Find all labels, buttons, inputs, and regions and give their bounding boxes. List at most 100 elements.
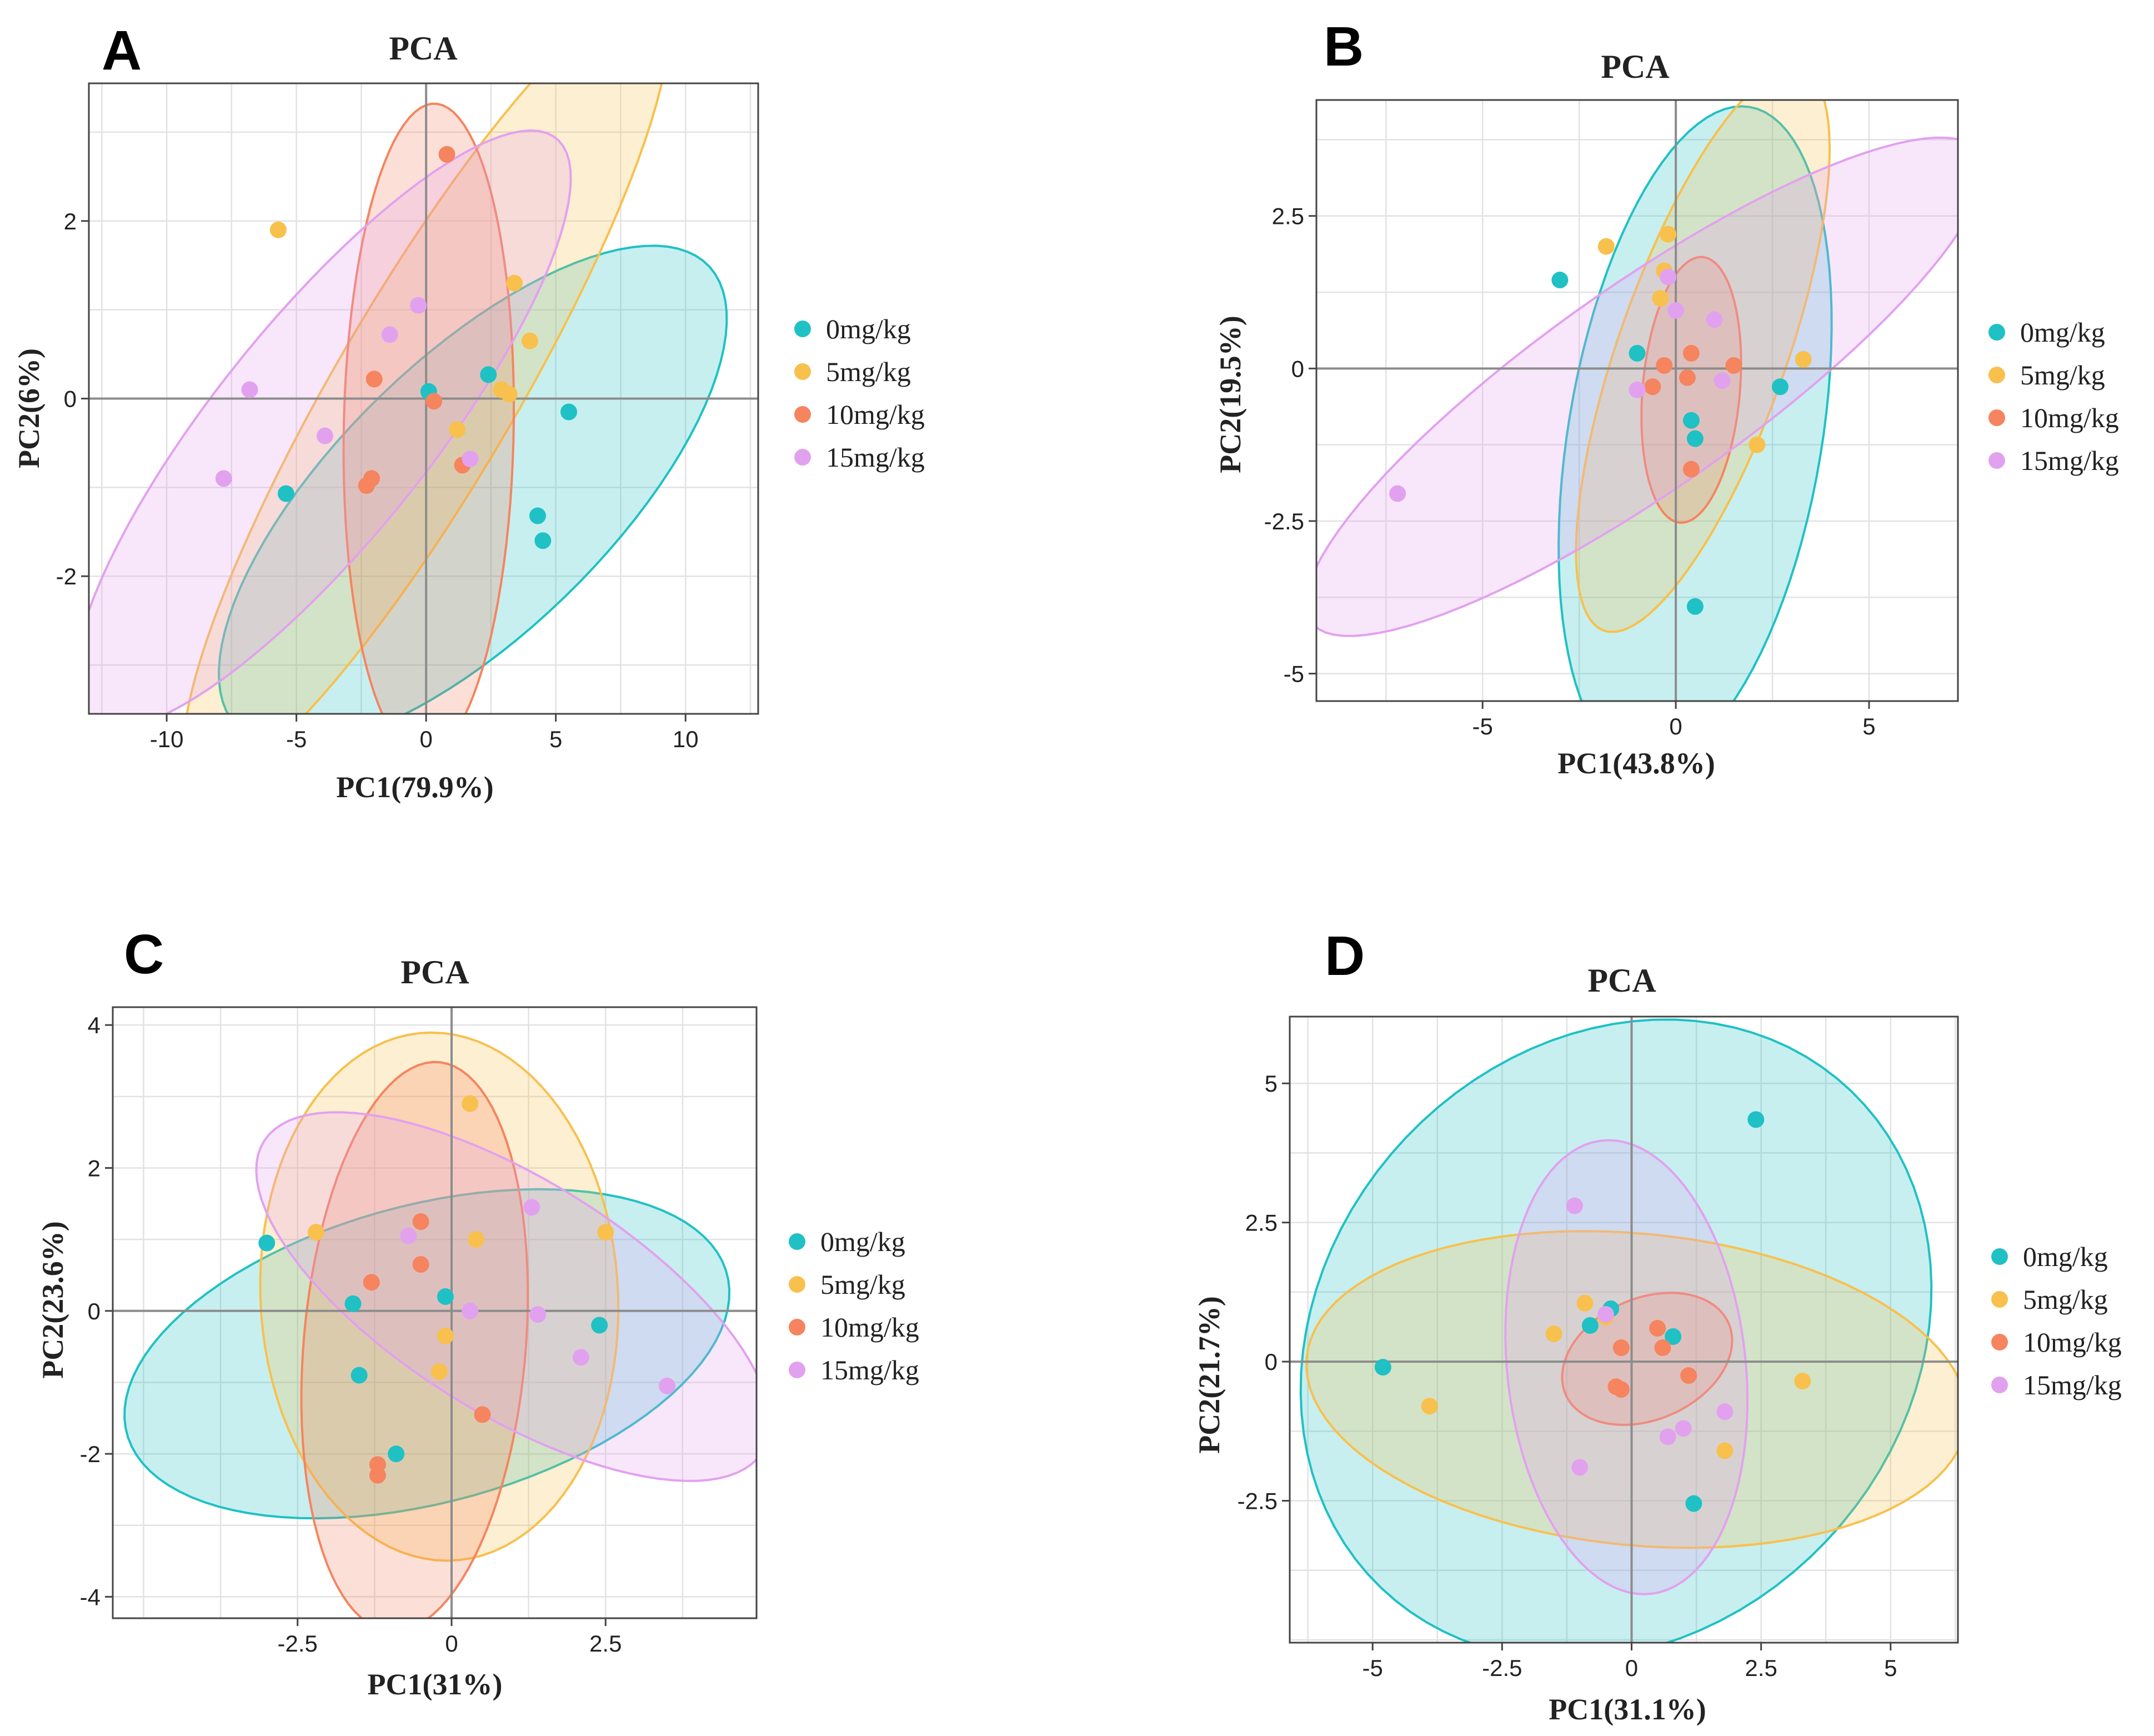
y-tick-label: 2: [88, 1155, 101, 1181]
plot-area: [89, 83, 758, 714]
data-point-15mg-per-kg: [1597, 1305, 1614, 1323]
data-point-15mg-per-kg: [1660, 268, 1677, 286]
data-point-15mg-per-kg: [1389, 485, 1406, 502]
data-point-10mg-per-kg: [1679, 369, 1696, 386]
legend-marker-0mg-per-kg: [1988, 324, 2005, 341]
data-point-5mg-per-kg: [1749, 436, 1766, 453]
legend-label: 10mg/kg: [2020, 402, 2119, 433]
data-point-5mg-per-kg: [1794, 1373, 1811, 1390]
plot-area: [1290, 1017, 1958, 1643]
plot-background: [1290, 1017, 1958, 1643]
legend-label: 10mg/kg: [820, 1312, 919, 1343]
data-point-5mg-per-kg: [1716, 1442, 1734, 1459]
y-tick-label: 0: [64, 386, 77, 412]
data-point-15mg-per-kg: [1716, 1403, 1734, 1420]
chart-title-d: PCA: [1587, 962, 1656, 999]
y-tick-label: 0: [1291, 356, 1304, 382]
y-tick-label: -4: [80, 1584, 101, 1610]
chart-title-c: PCA: [400, 954, 469, 990]
data-point-0mg-per-kg: [1771, 378, 1789, 396]
data-point-15mg-per-kg: [215, 470, 232, 487]
data-point-5mg-per-kg: [1421, 1398, 1438, 1415]
y-axis-label-d: PC2(21.7%): [1193, 1296, 1226, 1453]
plot-frame: [112, 1006, 758, 1619]
x-tick-label: 10: [673, 726, 699, 752]
data-point-5mg-per-kg: [1576, 1294, 1594, 1312]
data-point-0mg-per-kg: [1551, 272, 1569, 289]
panel-a: A PCA PC1(79.9%) PC2(6%) -10 -5 0 5 10 -2 0 2 0…: [12, 19, 925, 804]
legend-marker-5mg-per-kg: [1991, 1291, 2008, 1308]
y-tick-label: 2.5: [1272, 203, 1304, 229]
data-point-0mg-per-kg: [591, 1317, 608, 1334]
confidence-ellipse-10mg-per-kg: [1561, 1292, 1734, 1426]
data-point-15mg-per-kg: [1659, 1428, 1676, 1445]
data-point-0mg-per-kg: [258, 1234, 275, 1252]
data-point-5mg-per-kg: [269, 221, 287, 238]
x-tick-label: -5: [1362, 1655, 1383, 1681]
legend-marker-15mg-per-kg: [789, 1362, 805, 1378]
data-point-0mg-per-kg: [1686, 598, 1704, 615]
data-point-10mg-per-kg: [1725, 357, 1742, 374]
legend-marker-10mg-per-kg: [1988, 409, 2005, 426]
data-point-10mg-per-kg: [1649, 1319, 1666, 1337]
data-point-5mg-per-kg: [1652, 290, 1669, 307]
y-tick-label: 5: [1265, 1070, 1278, 1097]
data-point-15mg-per-kg: [1566, 1197, 1583, 1214]
data-point-15mg-per-kg: [1675, 1420, 1692, 1437]
x-tick-label: 0: [1669, 713, 1682, 739]
x-axis-label-c: PC1(31%): [368, 1668, 503, 1701]
x-tick-label: -5: [286, 726, 307, 752]
data-point-5mg-per-kg: [437, 1327, 454, 1344]
legend-label: 5mg/kg: [820, 1269, 905, 1300]
data-point-10mg-per-kg: [1682, 344, 1700, 362]
panel-letter-a: A: [102, 19, 142, 82]
data-point-15mg-per-kg: [410, 297, 427, 314]
data-point-0mg-per-kg: [480, 366, 497, 383]
legend-label: 5mg/kg: [2023, 1284, 2108, 1315]
data-point-0mg-per-kg: [388, 1445, 405, 1463]
legend-marker-0mg-per-kg: [1991, 1248, 2008, 1265]
confidence-ellipse-15mg-per-kg: [255, 1111, 757, 1482]
data-point-15mg-per-kg: [572, 1349, 589, 1366]
data-point-5mg-per-kg: [1597, 238, 1615, 255]
legend-label: 15mg/kg: [2023, 1369, 2122, 1400]
y-tick-label: 0: [88, 1298, 101, 1324]
data-point-15mg-per-kg: [462, 1302, 479, 1319]
data-point-15mg-per-kg: [381, 326, 398, 343]
legend-label: 15mg/kg: [2020, 445, 2119, 476]
x-tick-label: -10: [150, 726, 184, 752]
legend-label: 5mg/kg: [826, 356, 911, 387]
x-tick-label: 2.5: [1745, 1655, 1777, 1681]
data-point-0mg-per-kg: [1686, 430, 1704, 447]
data-point-10mg-per-kg: [412, 1256, 429, 1273]
data-point-0mg-per-kg: [437, 1288, 454, 1305]
confidence-ellipse-5mg-per-kg: [1575, 100, 1831, 633]
data-point-5mg-per-kg: [597, 1224, 614, 1241]
legend-marker-10mg-per-kg: [789, 1319, 805, 1335]
data-point-0mg-per-kg: [277, 485, 294, 502]
x-axis-label-b: PC1(43.8%): [1557, 747, 1715, 780]
data-point-0mg-per-kg: [350, 1367, 368, 1384]
y-tick-label: 4: [88, 1012, 101, 1038]
data-point-0mg-per-kg: [529, 507, 547, 524]
legend-label: 0mg/kg: [820, 1226, 905, 1257]
x-tick-label: -5: [1472, 713, 1493, 739]
x-axis-label-d: PC1(31.1%): [1549, 1693, 1706, 1726]
data-point-10mg-per-kg: [474, 1406, 491, 1423]
data-point-15mg-per-kg: [400, 1227, 417, 1244]
panel-c: C PCA PC1(31%) PC2(23.6%) -2.5 0 2.5 -4 -2 0 2…: [36, 923, 919, 1701]
y-tick-label: 0: [1265, 1349, 1278, 1375]
legend-label: 0mg/kg: [826, 313, 911, 344]
plot-frame: [1315, 99, 1959, 702]
y-tick-label: -5: [1284, 661, 1304, 687]
panel-b: B PCA PC1(43.8%) PC2(19.5%) -5 0 5 -5 -2.5 0 2…: [1214, 16, 2119, 780]
data-point-15mg-per-kg: [659, 1377, 676, 1394]
confidence-ellipse-15mg-per-kg: [1504, 1139, 1749, 1595]
legend-marker-15mg-per-kg: [794, 449, 811, 466]
plot-area: [1316, 100, 1958, 701]
data-point-10mg-per-kg: [363, 1274, 380, 1291]
y-axis-label-c: PC2(23.6%): [36, 1221, 69, 1378]
data-point-15mg-per-kg: [523, 1199, 540, 1216]
y-tick-label: -2: [56, 563, 77, 589]
